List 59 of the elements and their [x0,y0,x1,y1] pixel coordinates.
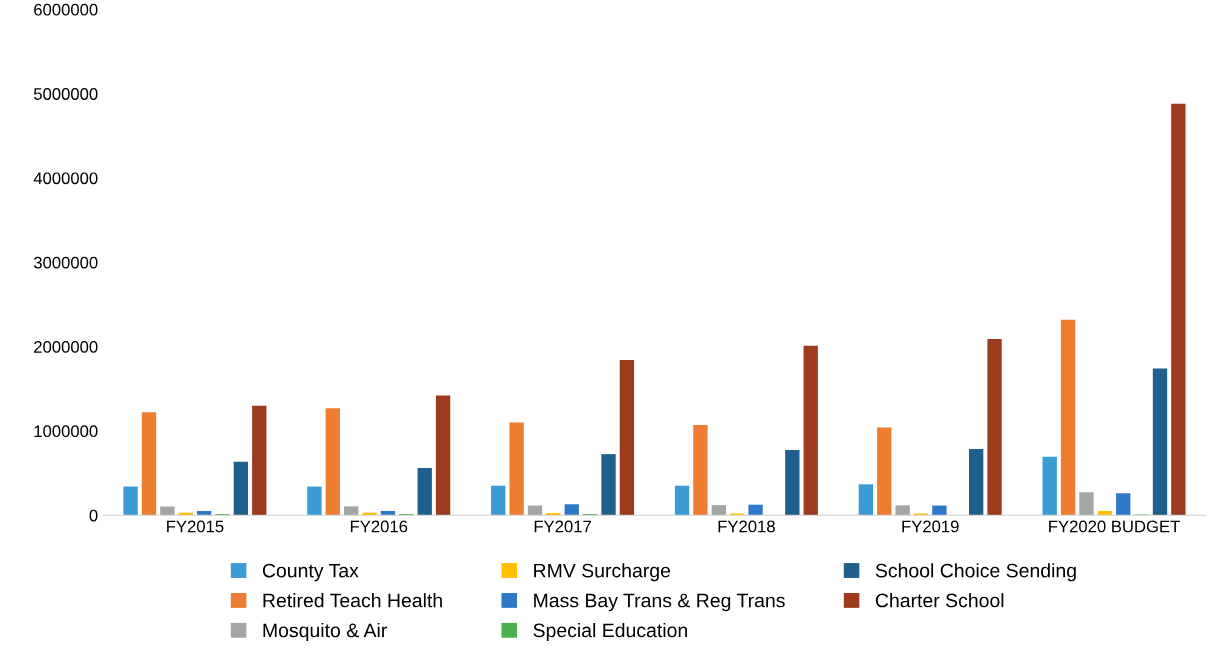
bar [160,506,175,516]
bar [619,360,635,516]
bar [1116,493,1131,516]
bar [564,504,579,516]
y-tick-label: 3000000 [33,256,98,269]
bar [895,505,910,516]
bar [932,505,947,516]
bar [491,485,506,516]
bar [1171,103,1186,516]
bar [252,405,267,516]
y-tick-label: 4000000 [33,172,98,185]
bar [711,505,726,516]
bar [141,412,157,516]
bar [307,486,322,516]
bar [1097,511,1113,516]
legend-label: School Choice Sending [875,563,1076,582]
bar [674,485,690,516]
x-tick-label: FY2016 [350,520,408,533]
y-tick-label: 1000000 [34,425,98,438]
y-tick-label: 6000000 [34,3,98,16]
x-tick-label: FY2015 [167,520,224,533]
bar [748,504,763,516]
bar [325,408,340,516]
bar [1042,456,1057,516]
bar [509,422,524,516]
bar [858,484,874,516]
legend-label: Special Education [533,622,687,642]
bar [601,454,616,516]
legend-label: RMV Surcharge [534,563,671,582]
bar [546,513,561,516]
legend-label: Mass Bay Trans & Reg Trans [534,593,785,612]
legend-label: Retired Teach Health [263,593,442,608]
bar [1079,492,1094,516]
bar [435,395,451,516]
bar [380,511,396,516]
bar [527,505,543,516]
bar [969,449,984,516]
bar [196,511,212,516]
legend-label: County Tax [262,563,359,582]
y-tick-label: 2000000 [34,341,98,353]
legend-label: Charter School [875,593,1004,608]
legend-label: Mosquito & Air [263,622,387,642]
bar [233,461,249,516]
x-tick-label: FY2018 [718,520,775,533]
bar [417,468,432,516]
y-tick-label: 0 [89,509,98,522]
bar [693,425,708,516]
bar [785,450,800,516]
bar [1152,368,1168,516]
y-tick-label: 5000000 [33,88,98,100]
bar [344,506,359,516]
x-tick-label: FY2019 [902,520,959,533]
bar [987,339,1002,516]
x-tick-label: FY2020 BUDGET [1049,520,1180,533]
bar [803,345,818,516]
bar [123,486,138,516]
x-tick-label: FY2017 [534,520,591,533]
bar [1060,319,1076,516]
bar [877,427,892,516]
